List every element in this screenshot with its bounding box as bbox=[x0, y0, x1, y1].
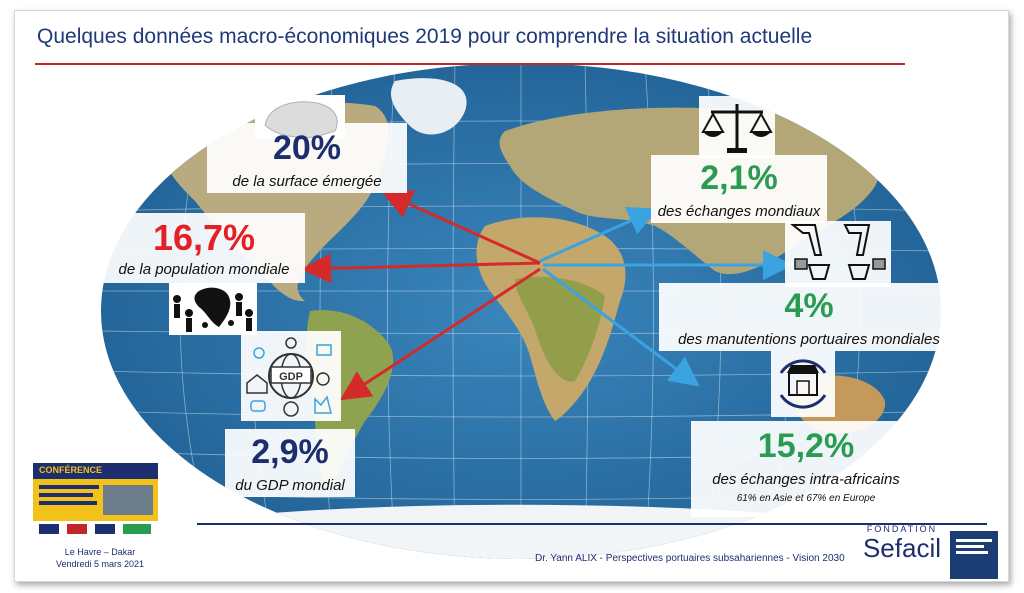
arrow-to-trade bbox=[539, 206, 659, 263]
flyer-title: CONFÉRENCE bbox=[39, 465, 103, 475]
balance-scale-icon bbox=[701, 104, 773, 153]
stat-population-card: 16,7% de la population mondiale bbox=[103, 213, 305, 283]
logo-name: Sefacil bbox=[862, 533, 942, 563]
stat-gdp-label: du GDP mondial bbox=[235, 477, 345, 494]
footer-location: Le Havre – Dakar bbox=[64, 547, 136, 557]
stat-intra-card: 15,2% des échanges intra-africains 61% e… bbox=[691, 421, 921, 517]
stat-intra-value: 15,2% bbox=[757, 427, 855, 465]
footer-author: Dr. Yann ALIX - Perspectives portuaires … bbox=[535, 553, 845, 564]
gdp-globe-icon: GDP bbox=[246, 337, 332, 417]
arrow-to-gdp bbox=[339, 267, 541, 401]
stat-ports-value: 4% bbox=[784, 287, 834, 325]
footer-location-date: Le Havre – Dakar Vendredi 5 mars 2021 bbox=[35, 546, 165, 570]
stat-gdp-icon-card: GDP bbox=[241, 331, 341, 421]
footer-date: Vendredi 5 mars 2021 bbox=[55, 559, 145, 569]
stat-ports-card: 4% des manutentions portuaires mondiales bbox=[659, 283, 959, 351]
sefacil-logo: Fondation Sefacil bbox=[847, 524, 957, 562]
port-crane-icon bbox=[790, 224, 886, 280]
stat-population-value: 16,7% bbox=[152, 217, 256, 258]
africa-green bbox=[515, 276, 605, 382]
people-africa-icon bbox=[169, 283, 257, 335]
fondation-de-france-logo bbox=[950, 531, 998, 579]
arrow-to-surface bbox=[381, 190, 541, 265]
footer-rule bbox=[197, 523, 987, 525]
stat-surface-value: 20% bbox=[272, 129, 342, 167]
africa-map-icon bbox=[255, 95, 345, 139]
stat-gdp-value: 2,9% bbox=[251, 433, 329, 471]
gdp-icon-text: GDP bbox=[279, 371, 303, 383]
logo-foundation: Fondation bbox=[866, 524, 938, 534]
stat-intra-icon-card bbox=[771, 351, 835, 417]
stat-ports-label: des manutentions portuaires mondiales bbox=[678, 331, 940, 348]
arrow-to-intra bbox=[542, 267, 700, 387]
stat-surface-card: 20% de la surface émergée bbox=[207, 95, 407, 193]
shop-exchange-icon bbox=[779, 359, 827, 409]
stat-trade-label: des échanges mondiaux bbox=[657, 203, 821, 220]
slide-title: Quelques données macro-économiques 2019 … bbox=[37, 25, 813, 48]
stat-trade-icon-card bbox=[699, 96, 775, 158]
arrow-to-population bbox=[301, 253, 541, 284]
stat-trade-card: 2,1% des échanges mondiaux bbox=[651, 155, 827, 223]
stat-population-label: de la population mondiale bbox=[118, 261, 290, 278]
stat-surface-label: de la surface émergée bbox=[232, 173, 382, 190]
stat-trade-value: 2,1% bbox=[700, 159, 778, 197]
blue-arrows bbox=[539, 206, 793, 387]
conference-flyer: CONFÉRENCE bbox=[33, 463, 158, 538]
stat-ports-icon-card bbox=[785, 221, 891, 287]
stat-gdp-card: 2,9% du GDP mondial bbox=[225, 429, 355, 497]
red-arrows bbox=[301, 190, 541, 401]
stat-intra-note: 61% en Asie et 67% en Europe bbox=[736, 493, 876, 504]
greenland bbox=[390, 78, 467, 135]
stat-intra-label: des échanges intra-africains bbox=[712, 471, 900, 488]
slide: Quelques données macro-économiques 2019 … bbox=[14, 10, 1009, 582]
title-underline bbox=[35, 63, 905, 65]
